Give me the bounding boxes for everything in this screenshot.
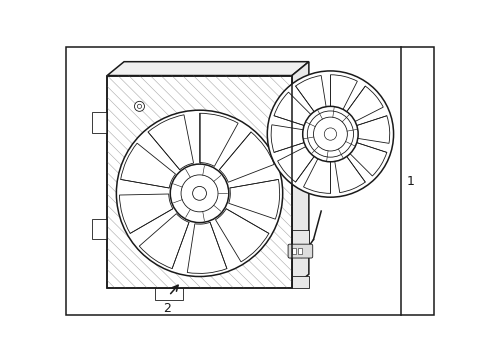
Circle shape [307, 111, 354, 157]
Circle shape [193, 186, 206, 200]
Wedge shape [348, 142, 387, 176]
Bar [92, 112, 107, 132]
Circle shape [117, 110, 283, 276]
Wedge shape [355, 116, 390, 143]
Wedge shape [187, 222, 227, 274]
Bar [292, 276, 309, 288]
Wedge shape [303, 157, 330, 193]
FancyBboxPatch shape [288, 244, 313, 258]
Wedge shape [345, 86, 383, 122]
Text: 2: 2 [163, 302, 171, 315]
Circle shape [171, 164, 229, 222]
Wedge shape [139, 213, 189, 269]
Wedge shape [271, 125, 306, 152]
Wedge shape [229, 179, 280, 219]
Wedge shape [330, 75, 357, 111]
Polygon shape [107, 76, 292, 288]
Wedge shape [220, 132, 274, 182]
Polygon shape [292, 62, 309, 288]
Wedge shape [278, 145, 316, 182]
Wedge shape [216, 209, 269, 262]
Wedge shape [295, 76, 326, 113]
Wedge shape [199, 113, 238, 166]
Text: 1: 1 [407, 175, 415, 188]
Bar [292, 230, 309, 249]
Wedge shape [120, 194, 173, 233]
Circle shape [137, 104, 142, 108]
Circle shape [268, 71, 393, 197]
Circle shape [259, 174, 263, 178]
Polygon shape [107, 62, 309, 76]
Wedge shape [121, 143, 175, 188]
Circle shape [134, 101, 145, 111]
Circle shape [303, 106, 358, 162]
Wedge shape [274, 92, 313, 126]
Circle shape [181, 175, 218, 212]
Wedge shape [148, 115, 194, 170]
Bar [155, 288, 183, 300]
Circle shape [324, 128, 337, 140]
Circle shape [256, 171, 266, 181]
Bar [292, 248, 296, 254]
Bar [292, 126, 309, 147]
Bar [298, 248, 302, 254]
Wedge shape [334, 154, 365, 193]
Bar [92, 219, 107, 239]
Circle shape [314, 117, 347, 151]
